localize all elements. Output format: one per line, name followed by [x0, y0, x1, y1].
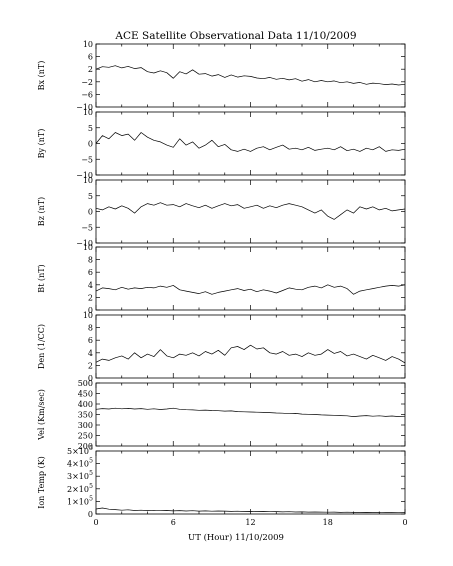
- y-tick-label-vel: 400: [78, 400, 93, 409]
- y-tick-label-den: 6: [88, 336, 93, 345]
- chart-title: ACE Satellite Observational Data 11/10/2…: [114, 30, 356, 42]
- y-tick-label-temp: 2×10: [67, 485, 89, 494]
- y-axis-label-temp: Ion Temp (K): [37, 456, 46, 509]
- y-tick-exponent-temp: 5: [89, 483, 93, 490]
- y-tick-label-bz: 0: [88, 208, 93, 217]
- x-tick-label: 12: [245, 518, 255, 527]
- y-tick-label-den: 2: [88, 361, 93, 370]
- y-tick-exponent-temp: 5: [89, 458, 93, 465]
- y-tick-label-bt: 4: [88, 281, 93, 290]
- y-tick-label-vel: 450: [78, 390, 93, 399]
- y-tick-label-bt: 2: [88, 293, 93, 302]
- y-tick-label-by: 0: [88, 140, 93, 149]
- y-axis-label-bz: Bz (nT): [37, 197, 46, 226]
- panel-bx: 10 6 2 −2 −6 −10 Bx (nT): [37, 40, 406, 112]
- panel-bt: 10 8 6 4 2 0 Bt (nT): [37, 243, 406, 315]
- panel-frame-bx: [95, 43, 406, 108]
- y-tick-label-den: 8: [88, 324, 93, 333]
- y-tick-label-by: −10: [76, 171, 93, 180]
- y-tick-label-bz: 5: [88, 192, 93, 201]
- series-line-den: [95, 344, 406, 364]
- y-tick-exponent-temp: 5: [89, 495, 93, 502]
- y-tick-exponent-temp: 5: [89, 445, 93, 452]
- y-tick-label-bz: 10: [83, 176, 93, 185]
- x-tick-label: 0: [93, 518, 98, 527]
- y-tick-exponent-temp: 5: [89, 470, 93, 477]
- y-tick-label-bt: 6: [88, 268, 93, 277]
- y-tick-label-bt: 8: [88, 256, 93, 265]
- y-tick-label-temp: 4×10: [67, 460, 89, 469]
- y-axis-label-den: Den (1/CC): [37, 324, 46, 369]
- series-line-bx: [95, 65, 406, 86]
- x-axis-label: UT (Hour) 11/10/2009: [188, 532, 284, 543]
- y-tick-label-bx: −6: [81, 90, 93, 99]
- y-axis-label-by: By (nT): [37, 129, 46, 159]
- y-tick-label-den: 10: [83, 311, 93, 320]
- y-tick-label-vel: 300: [78, 421, 93, 430]
- y-tick-label-bx: 2: [88, 65, 93, 74]
- y-tick-label-temp: 3×10: [67, 472, 89, 481]
- y-tick-label-vel: 500: [78, 379, 93, 388]
- y-axis-label-bx: Bx (nT): [37, 61, 46, 91]
- panel-frame-den: [95, 314, 406, 379]
- y-axis-label-vel: Vel (Km/sec): [37, 389, 46, 441]
- y-tick-label-by: 5: [88, 124, 93, 133]
- y-tick-label-vel: 250: [78, 432, 93, 441]
- y-tick-label-den: 0: [88, 374, 93, 383]
- panel-by: 10 5 0 −5 −10 By (nT): [37, 108, 406, 180]
- y-tick-label-by: −5: [81, 155, 93, 164]
- panel-bz: 10 5 0 −5 −10 Bz (nT): [37, 176, 406, 248]
- y-tick-label-bt: 10: [83, 243, 93, 252]
- y-tick-label-temp: 5×10: [67, 447, 89, 456]
- panel-frame-bt: [95, 246, 406, 311]
- y-tick-label-bz: −5: [81, 223, 93, 232]
- panels-group: 10 6 2 −2 −6 −10 Bx (nT) 10 5 0 −5 −10 By (nT) 10 5 0 −5…: [37, 40, 406, 519]
- x-tick-label: 6: [171, 518, 176, 527]
- y-tick-label-bz: −10: [76, 239, 93, 248]
- series-line-bt: [95, 284, 406, 295]
- x-tick-label: 18: [323, 518, 333, 527]
- y-tick-label-den: 4: [88, 349, 93, 358]
- y-tick-label-vel: 350: [78, 411, 93, 420]
- y-tick-label-bt: 0: [88, 306, 93, 315]
- y-tick-label-bx: −2: [81, 78, 93, 87]
- panel-frame-temp: [95, 450, 406, 515]
- y-tick-label-bx: −10: [76, 103, 93, 112]
- panel-frame-vel: [95, 382, 406, 447]
- y-tick-label-temp: 1×10: [67, 497, 89, 506]
- series-line-vel: [95, 407, 406, 417]
- y-tick-label-by: 10: [83, 108, 93, 117]
- panel-frame-by: [95, 111, 406, 176]
- series-line-bz: [95, 202, 406, 220]
- x-tick-label: 0: [402, 518, 407, 527]
- y-axis-label-bt: Bt (nT): [37, 264, 46, 292]
- x-axis-group: 0 6 12 18 0: [93, 518, 407, 527]
- series-line-by: [95, 132, 406, 152]
- y-tick-label-temp: 0: [88, 510, 93, 519]
- panel-frame-bz: [95, 179, 406, 244]
- y-tick-label-bx: 6: [88, 53, 93, 62]
- y-tick-label-vel: 200: [78, 442, 93, 451]
- series-line-temp: [95, 507, 406, 514]
- y-tick-label-bx: 10: [83, 40, 93, 49]
- panel-den: 10 8 6 4 2 0 Den (1/CC): [37, 311, 406, 383]
